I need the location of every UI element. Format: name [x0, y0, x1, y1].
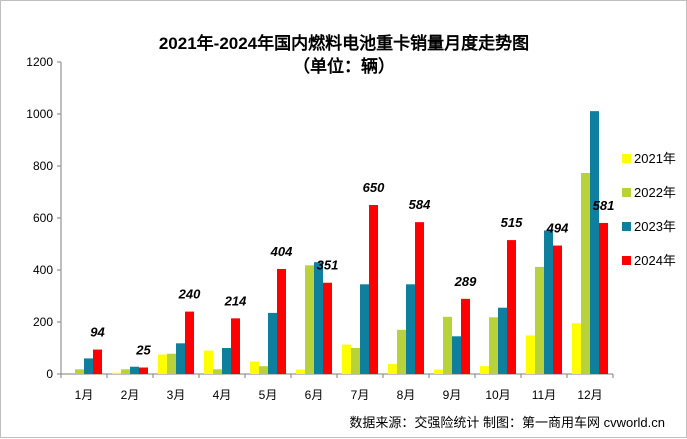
x-tick-label: 3月	[167, 388, 186, 402]
x-tick-label: 11月	[532, 388, 556, 402]
bar-2024年-2月	[139, 367, 148, 374]
legend-swatch	[622, 188, 631, 197]
bar-2023年-11月	[544, 230, 553, 374]
bar-2023年-3月	[176, 343, 185, 374]
bar-2024年-4月	[231, 318, 240, 374]
x-tick-label: 5月	[259, 388, 278, 402]
x-tick-label: 12月	[577, 388, 602, 402]
source-note: 数据来源：交强险统计 制图：第一商用车网 cvworld.cn	[349, 415, 665, 430]
bar-2023年-5月	[268, 312, 277, 374]
bar-2024年-10月	[507, 240, 516, 374]
bar-2021年-9月	[434, 369, 443, 374]
bar-2024年-8月	[415, 222, 424, 374]
y-tick-label: 200	[33, 315, 53, 329]
bar-2022年-6月	[305, 265, 314, 374]
bar-2024年-6月	[323, 282, 332, 374]
bar-2023年-2月	[130, 366, 139, 374]
bar-2021年-2月	[112, 372, 121, 374]
bar-2022年-5月	[259, 366, 268, 374]
y-tick-label: 1200	[26, 55, 53, 69]
bar-2022年-8月	[397, 329, 406, 374]
bar-2022年-2月	[121, 369, 130, 374]
bar-2024年-3月	[185, 311, 194, 374]
bar-2024年-1月	[93, 349, 102, 374]
bar-2023年-8月	[406, 284, 415, 374]
bar-2023年-10月	[498, 307, 507, 374]
x-tick-label: 1月	[75, 388, 94, 402]
bar-2021年-12月	[572, 323, 581, 374]
bar-2021年-3月	[158, 354, 167, 374]
bar-2024年-7月	[369, 205, 378, 374]
x-tick-label: 10月	[485, 388, 510, 402]
bar-2024年-12月	[599, 222, 608, 374]
bar-2022年-11月	[535, 266, 544, 374]
bar-layer	[75, 111, 608, 374]
legend-label: 2024年	[634, 253, 676, 268]
data-label: 25	[135, 343, 151, 358]
bar-2024年-9月	[461, 298, 470, 374]
data-label: 289	[454, 274, 477, 289]
x-tick-label: 6月	[305, 388, 324, 402]
data-label: 240	[178, 287, 201, 302]
data-label: 584	[409, 197, 431, 212]
data-label: 351	[317, 258, 339, 273]
y-tick-label: 1000	[26, 107, 53, 121]
x-tick-label: 9月	[443, 388, 462, 402]
legend-label: 2022年	[634, 185, 676, 200]
bar-2023年-7月	[360, 284, 369, 374]
bar-2023年-12月	[590, 111, 599, 374]
bar-2022年-7月	[351, 348, 360, 374]
chart-title: 2021年-2024年国内燃料电池重卡销量月度走势图	[159, 33, 529, 53]
data-label: 515	[501, 215, 523, 230]
bar-2021年-7月	[342, 344, 351, 374]
y-tick-label: 800	[33, 159, 53, 173]
y-tick-label: 600	[33, 211, 53, 225]
data-label: 494	[546, 221, 569, 236]
legend-swatch	[622, 222, 631, 231]
chart-subtitle: （单位：辆）	[293, 56, 395, 76]
legend: 2021年 2022年 2023年 2024年	[622, 151, 676, 268]
data-label: 214	[224, 293, 247, 308]
data-label: 94	[90, 325, 105, 340]
bar-2022年-4月	[213, 369, 222, 374]
bar-2021年-4月	[204, 350, 213, 374]
bar-2023年-9月	[452, 336, 461, 374]
bar-2022年-10月	[489, 317, 498, 374]
bar-2024年-11月	[553, 245, 562, 374]
data-label: 650	[363, 180, 385, 195]
data-label: 404	[270, 244, 293, 259]
data-label: 581	[593, 198, 615, 213]
bar-2023年-4月	[222, 348, 231, 374]
axis-layer: 0 200 400 600 800 1000 1200 1月 2月 3月 4月 5月 6月 7月 8月 9月 1…	[26, 55, 614, 402]
data-label-layer: 94 25 240 214 404 351 650 584 289 515 494 581	[90, 180, 614, 358]
bar-2023年-6月	[314, 262, 323, 374]
bar-2021年-8月	[388, 364, 397, 374]
bar-2021年-5月	[250, 361, 259, 374]
y-tick-label: 0	[46, 367, 53, 381]
bar-2021年-6月	[296, 369, 305, 374]
legend-label: 2023年	[634, 219, 676, 234]
bar-2022年-3月	[167, 353, 176, 374]
y-tick-label: 400	[33, 263, 53, 277]
legend-label: 2021年	[634, 151, 676, 166]
legend-swatch	[622, 256, 631, 265]
x-tick-label: 2月	[121, 388, 140, 402]
bar-2021年-10月	[480, 366, 489, 374]
x-tick-label: 8月	[397, 388, 416, 402]
bar-2023年-1月	[84, 358, 93, 374]
x-tick-label: 4月	[213, 388, 232, 402]
bar-2021年-11月	[526, 335, 535, 374]
legend-swatch	[622, 154, 631, 163]
bar-2022年-12月	[581, 173, 590, 374]
bar-2022年-9月	[443, 316, 452, 374]
bar-2022年-1月	[75, 369, 84, 374]
bar-2024年-5月	[277, 268, 286, 374]
x-tick-label: 7月	[351, 388, 370, 402]
